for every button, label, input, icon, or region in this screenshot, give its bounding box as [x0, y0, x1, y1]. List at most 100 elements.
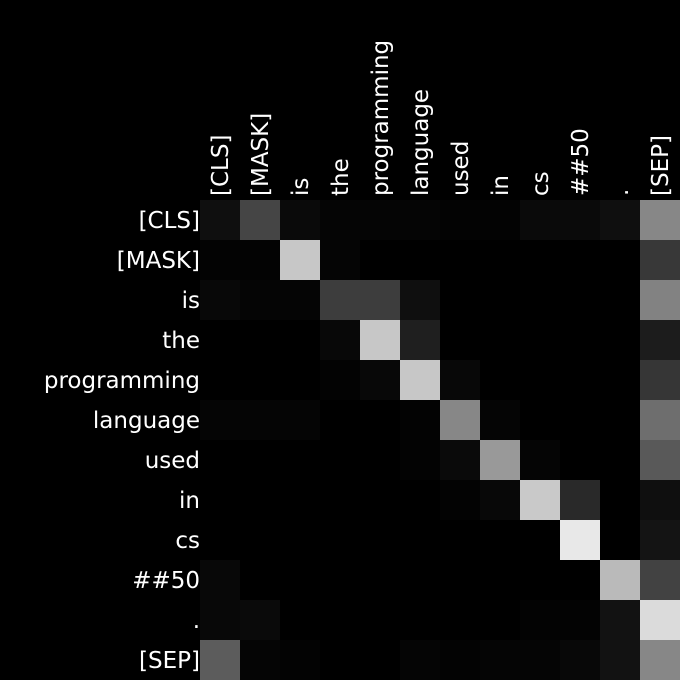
y-tick-label: [MASK] [117, 248, 200, 274]
heatmap-cell [640, 200, 680, 240]
heatmap-cell [520, 200, 560, 240]
heatmap-cell [400, 320, 440, 360]
heatmap-cell [360, 240, 400, 280]
heatmap-cells [200, 200, 680, 680]
heatmap-cell [240, 240, 280, 280]
heatmap-cell [480, 480, 520, 520]
heatmap-cell [600, 400, 640, 440]
heatmap-cell [480, 320, 520, 360]
heatmap-cell [200, 240, 240, 280]
heatmap-cell [360, 400, 400, 440]
heatmap-cell [520, 400, 560, 440]
heatmap-cell [600, 600, 640, 640]
heatmap-cell [400, 640, 440, 680]
heatmap-cell [560, 480, 600, 520]
heatmap-cell [520, 520, 560, 560]
heatmap-cell [320, 400, 360, 440]
heatmap-cell [640, 440, 680, 480]
heatmap-cell [640, 360, 680, 400]
heatmap-cell [320, 240, 360, 280]
heatmap-cell [520, 280, 560, 320]
heatmap-cell [280, 600, 320, 640]
heatmap-cell [560, 360, 600, 400]
heatmap-cell [200, 280, 240, 320]
heatmap-cell [320, 600, 360, 640]
heatmap-cell [440, 320, 480, 360]
x-tick-label: in [488, 175, 514, 196]
heatmap-cell [440, 600, 480, 640]
heatmap-cell [560, 560, 600, 600]
y-tick-label: language [93, 408, 200, 434]
heatmap-cell [200, 600, 240, 640]
heatmap-cell [560, 240, 600, 280]
heatmap-cell [640, 600, 680, 640]
heatmap-cell [480, 520, 520, 560]
y-tick-label: in [179, 488, 200, 514]
heatmap-cell [240, 600, 280, 640]
heatmap-cell [480, 360, 520, 400]
heatmap-cell [240, 480, 280, 520]
heatmap-cell [640, 520, 680, 560]
heatmap-cell [200, 560, 240, 600]
heatmap-cell [600, 200, 640, 240]
heatmap-cell [280, 320, 320, 360]
heatmap-cell [440, 360, 480, 400]
heatmap-cell [440, 280, 480, 320]
heatmap-cell [200, 200, 240, 240]
x-tick-label: programming [368, 40, 394, 196]
y-tick-label: is [182, 288, 200, 314]
heatmap-cell [400, 600, 440, 640]
heatmap-cell [320, 280, 360, 320]
heatmap-cell [320, 320, 360, 360]
heatmap-cell [360, 200, 400, 240]
y-tick-label: ##50 [132, 568, 200, 594]
heatmap-cell [440, 240, 480, 280]
heatmap-cell [320, 480, 360, 520]
heatmap-cell [400, 480, 440, 520]
heatmap-cell [640, 640, 680, 680]
y-tick-label: [SEP] [139, 648, 200, 674]
heatmap-cell [280, 200, 320, 240]
heatmap-cell [200, 440, 240, 480]
y-tick-label: cs [175, 528, 200, 554]
heatmap-cell [440, 480, 480, 520]
heatmap-cell [280, 640, 320, 680]
y-tick-label: [CLS] [139, 208, 200, 234]
heatmap-cell [560, 520, 600, 560]
heatmap-cell [280, 280, 320, 320]
x-tick-label: is [288, 178, 314, 196]
heatmap-cell [200, 480, 240, 520]
heatmap-cell [520, 360, 560, 400]
heatmap-cell [560, 320, 600, 360]
heatmap-cell [520, 480, 560, 520]
heatmap-cell [360, 440, 400, 480]
heatmap-cell [360, 280, 400, 320]
heatmap-cell [480, 560, 520, 600]
heatmap-cell [280, 440, 320, 480]
heatmap-cell [440, 640, 480, 680]
heatmap-cell [400, 440, 440, 480]
heatmap-cell [440, 200, 480, 240]
heatmap-cell [640, 240, 680, 280]
heatmap-cell [520, 600, 560, 640]
heatmap-cell [600, 520, 640, 560]
heatmap-cell [400, 280, 440, 320]
heatmap-cell [520, 440, 560, 480]
heatmap-cell [320, 640, 360, 680]
x-tick-label: the [328, 158, 354, 196]
heatmap-cell [440, 560, 480, 600]
heatmap-cell [360, 640, 400, 680]
heatmap-cell [520, 560, 560, 600]
heatmap-cell [240, 640, 280, 680]
heatmap-cell [600, 360, 640, 400]
heatmap-cell [440, 400, 480, 440]
x-tick-label: language [408, 89, 434, 196]
heatmap-cell [240, 360, 280, 400]
x-tick-label: used [448, 141, 474, 196]
heatmap-cell [400, 200, 440, 240]
heatmap-cell [560, 600, 600, 640]
heatmap-cell [280, 520, 320, 560]
heatmap-cell [360, 360, 400, 400]
heatmap-cell [560, 440, 600, 480]
